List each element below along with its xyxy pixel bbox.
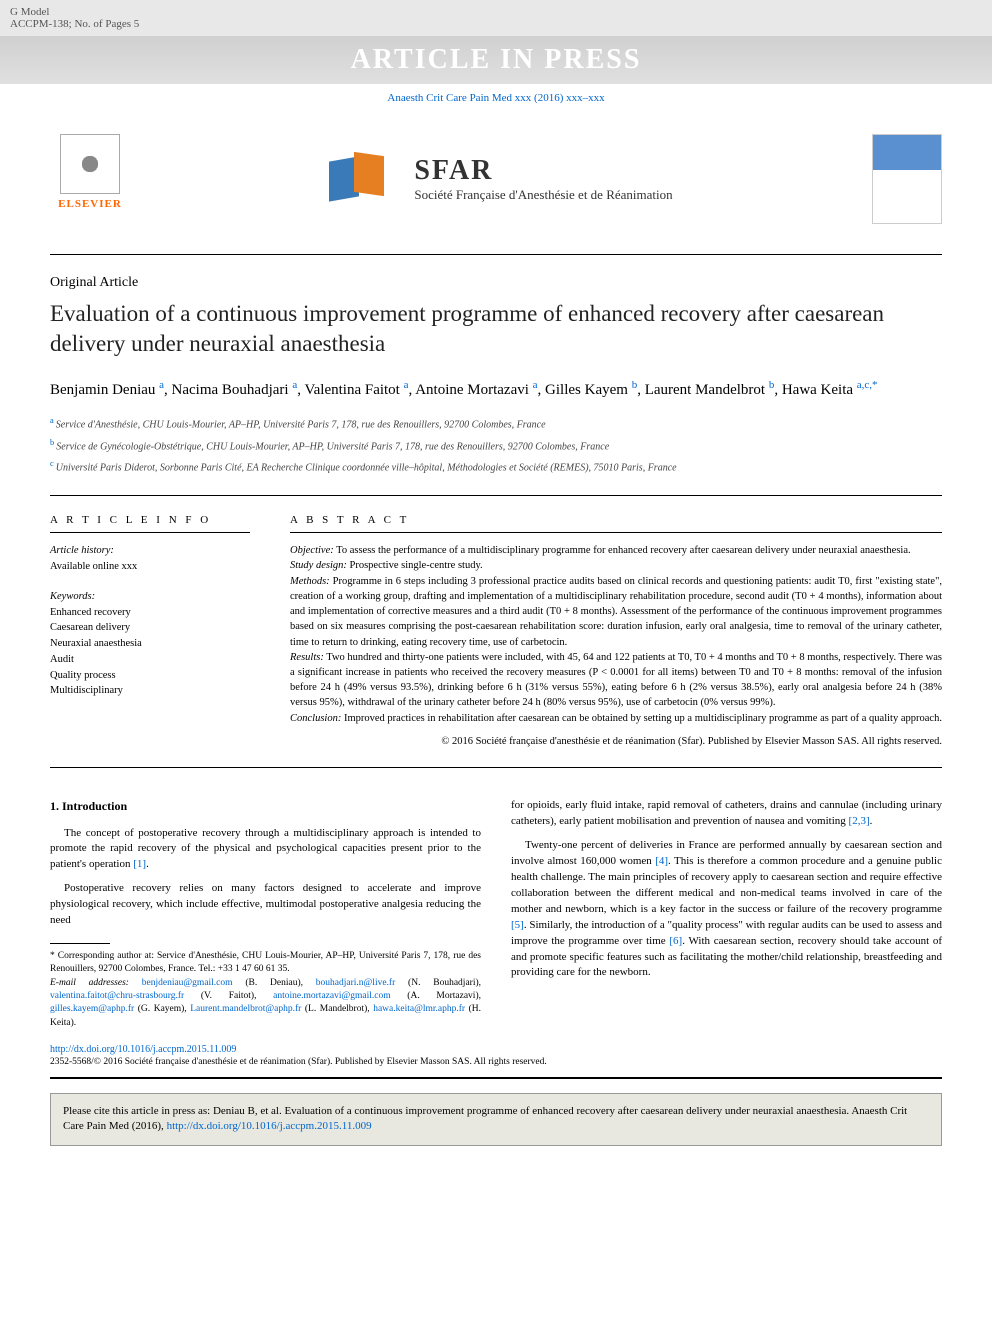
sfar-blocks-icon — [329, 149, 399, 209]
footnote-separator — [50, 943, 110, 944]
elsevier-tree-icon — [60, 134, 120, 194]
journal-reference: Anaesth Crit Care Pain Med xxx (2016) xx… — [50, 84, 942, 124]
article-info-heading: A R T I C L E I N F O — [50, 514, 250, 533]
intro-p1: The concept of postoperative recovery th… — [50, 826, 481, 874]
design-label: Study design: — [290, 560, 347, 571]
journal-cover-thumbnail — [872, 134, 942, 224]
history-value: Available online xxx — [50, 559, 250, 575]
gmodel-label: G Model — [10, 6, 982, 18]
sfar-logo: SFAR Société Française d'Anesthésie et d… — [329, 149, 672, 209]
results-label: Results: — [290, 652, 324, 663]
history-label: Article history: — [50, 543, 250, 559]
abstract-column: A B S T R A C T Objective: To assess the… — [290, 514, 942, 749]
article-in-press-banner: ARTICLE IN PRESS — [0, 36, 992, 84]
objective-label: Objective: — [290, 545, 334, 556]
intro-p3: for opioids, early fluid intake, rapid r… — [511, 798, 942, 830]
email-addresses: E-mail addresses: benjdeniau@gmail.com (… — [50, 977, 481, 1030]
doi-link[interactable]: http://dx.doi.org/10.1016/j.accpm.2015.1… — [50, 1044, 942, 1055]
methods-text: Programme in 6 steps including 3 profess… — [290, 576, 942, 648]
keywords-label: Keywords: — [50, 589, 250, 605]
footnotes: * Corresponding author at: Service d'Ane… — [50, 950, 481, 1030]
ref-4-link[interactable]: [4] — [655, 855, 668, 867]
authors-list: Benjamin Deniau a, Nacima Bouhadjari a, … — [50, 377, 942, 402]
body-left-column: 1. Introduction The concept of postopera… — [50, 798, 481, 1030]
abstract-heading: A B S T R A C T — [290, 514, 942, 533]
methods-label: Methods: — [290, 576, 330, 587]
keywords-list: Enhanced recoveryCaesarean deliveryNeura… — [50, 605, 250, 700]
design-text: Prospective single-centre study. — [350, 560, 483, 571]
article-info-sidebar: A R T I C L E I N F O Article history: A… — [50, 514, 250, 749]
citation-box: Please cite this article in press as: De… — [50, 1093, 942, 1146]
accpm-label: ACCPM-138; No. of Pages 5 — [10, 18, 982, 30]
issn-copyright: 2352-5568/© 2016 Société française d'ane… — [50, 1057, 942, 1079]
conclusion-label: Conclusion: — [290, 713, 341, 724]
article-type: Original Article — [50, 275, 942, 291]
body-right-column: for opioids, early fluid intake, rapid r… — [511, 798, 942, 1030]
ref-5-link[interactable]: [5] — [511, 919, 524, 931]
results-text: Two hundred and thirty-one patients were… — [290, 652, 942, 709]
section-1-heading: 1. Introduction — [50, 798, 481, 815]
abstract-copyright: © 2016 Société française d'anesthésie et… — [290, 734, 942, 749]
sfar-title: SFAR — [414, 155, 672, 187]
intro-p4: Twenty-one percent of deliveries in Fran… — [511, 838, 942, 981]
intro-p2: Postoperative recovery relies on many fa… — [50, 881, 481, 929]
sfar-subtitle: Société Française d'Anesthésie et de Réa… — [414, 187, 672, 203]
logo-row: ELSEVIER SFAR Société Française d'Anesth… — [50, 124, 942, 255]
article-title: Evaluation of a continuous improvement p… — [50, 299, 942, 359]
citation-doi-link[interactable]: http://dx.doi.org/10.1016/j.accpm.2015.1… — [167, 1120, 372, 1132]
conclusion-text: Improved practices in rehabilitation aft… — [344, 713, 942, 724]
corresponding-author: * Corresponding author at: Service d'Ane… — [50, 950, 481, 977]
affiliations: a Service d'Anesthésie, CHU Louis-Mourie… — [50, 415, 942, 475]
elsevier-logo: ELSEVIER — [50, 134, 130, 224]
gmodel-header: G Model ACCPM-138; No. of Pages 5 — [0, 0, 992, 36]
objective-text: To assess the performance of a multidisc… — [336, 545, 910, 556]
ref-6-link[interactable]: [6] — [669, 935, 682, 947]
ref-1-link[interactable]: [1] — [133, 858, 146, 870]
ref-23-link[interactable]: [2,3] — [849, 815, 870, 827]
elsevier-text: ELSEVIER — [58, 198, 122, 210]
